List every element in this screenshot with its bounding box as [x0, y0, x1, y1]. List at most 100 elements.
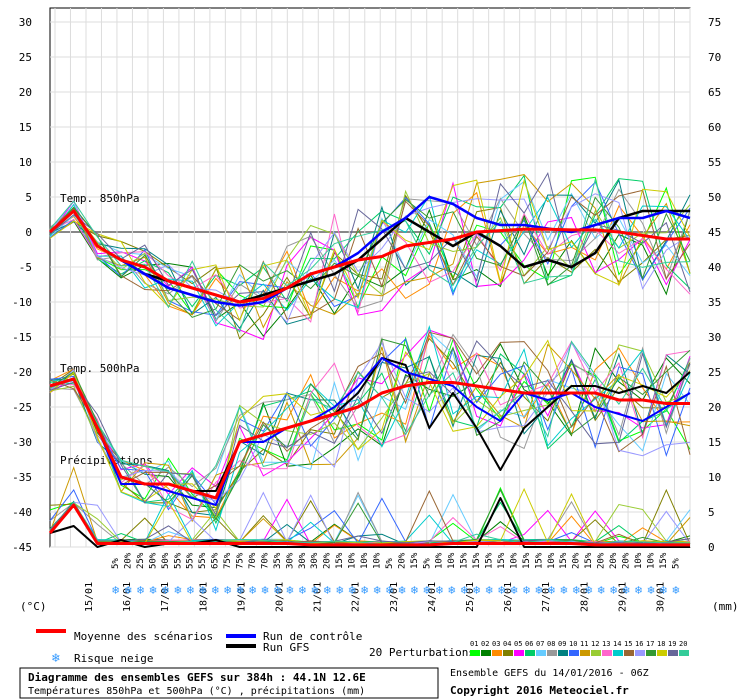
snowflake-icon: ❄ [51, 651, 60, 666]
copyright: Copyright 2016 Meteociel.fr [450, 684, 629, 697]
t500-perturbation-3 [49, 334, 691, 519]
perturbation-number: 10 [569, 640, 577, 648]
t500-perturbation-14 [49, 324, 691, 532]
perturbation-swatch [514, 650, 524, 656]
snow-risk-percent: 20% [609, 552, 619, 569]
right-tick-label: 45 [708, 226, 721, 239]
perturbation-swatch [569, 650, 579, 656]
right-tick-label: 40 [708, 261, 721, 274]
t500-perturbation-4 [49, 337, 691, 513]
perturbation-number: 02 [481, 640, 489, 648]
snowflake-icon: ❄ [573, 583, 580, 597]
snow-risk-percent: 50% [148, 552, 158, 569]
snowflake-icon: ❄ [137, 583, 144, 597]
right-tick-label: 50 [708, 191, 721, 204]
left-axis-unit: (°C) [20, 600, 47, 613]
left-tick-label: -10 [12, 296, 32, 309]
right-tick-label: 75 [708, 16, 721, 29]
date-tick-label: 21/01 [313, 582, 324, 612]
snowflake-icon: ❄ [548, 583, 555, 597]
snowflake-icon: ❄ [224, 583, 231, 597]
left-tick-label: 30 [19, 16, 32, 29]
perturbation-swatch [624, 650, 634, 656]
snowflake-icon: ❄ [124, 583, 131, 597]
perturbation-swatch [646, 650, 656, 656]
right-tick-label: 5 [708, 506, 715, 519]
snowflake-icon: ❄ [436, 583, 443, 597]
right-tick-label: 55 [708, 156, 721, 169]
snow-risk-percent: 15% [472, 552, 482, 569]
t500-perturbation-5 [49, 329, 691, 496]
snow-risk-percent: 15% [522, 552, 532, 569]
t500-control-line [49, 357, 691, 506]
t500-perturbation-13 [49, 329, 691, 521]
snowflake-icon: ❄ [510, 583, 517, 597]
snow-risk-row: 5% ❄ 20% ❄ 25% ❄ 50% ❄ 50% ❄ 55% ❄ 55% ❄ 55% ❄ 65% ❄ 75% ❄ 7… [111, 552, 681, 597]
snowflake-icon: ❄ [660, 583, 667, 597]
right-tick-label: 35 [708, 296, 721, 309]
t500-perturbation-20 [49, 340, 691, 498]
left-tick-label: -25 [12, 401, 32, 414]
snowflake-icon: ❄ [187, 583, 194, 597]
t500-perturbation-11 [49, 343, 691, 523]
perturbation-swatch [525, 650, 535, 656]
snowflake-icon: ❄ [398, 583, 405, 597]
perturbation-swatch [591, 650, 601, 656]
t850-gfs-line [49, 209, 690, 304]
precip-perturbation-5 [49, 498, 691, 545]
perturbation-number: 01 [470, 640, 478, 648]
left-tick-label: 15 [19, 121, 32, 134]
snow-risk-percent: 5% [111, 558, 121, 569]
snow-risk-percent: 10% [634, 552, 644, 569]
snowflake-icon: ❄ [361, 583, 368, 597]
perturbation-swatch [679, 650, 689, 656]
t850-section-label: Temp. 850hPa [60, 192, 139, 205]
left-tick-label: -40 [12, 506, 32, 519]
right-tick-label: 30 [708, 331, 721, 344]
precip-mean-line [48, 503, 690, 547]
snowflake-icon: ❄ [423, 583, 430, 597]
snow-risk-percent: 75% [223, 552, 233, 569]
perturbation-number: 16 [635, 640, 643, 648]
perturbation-number: 08 [547, 640, 555, 648]
snowflake-icon: ❄ [448, 583, 455, 597]
snow-risk-percent: 55% [173, 552, 183, 569]
t850-perturbation-1 [49, 176, 691, 315]
snowflake-icon: ❄ [112, 583, 119, 597]
right-axis-unit: (mm) [712, 600, 739, 613]
perturbation-swatch [668, 650, 678, 656]
snowflake-icon: ❄ [647, 583, 654, 597]
date-tick-label: 23/01 [389, 582, 400, 612]
date-axis-ticks: 15/01 16/01 17/01 18/01 19/01 20/01 21/01 22/01… [84, 582, 667, 612]
snow-risk-percent: 20% [323, 552, 333, 569]
t850-perturbation-14 [49, 194, 691, 327]
snowflake-icon: ❄ [535, 583, 542, 597]
right-tick-label: 60 [708, 121, 721, 134]
left-tick-label: -15 [12, 331, 32, 344]
perturbation-swatch [613, 650, 623, 656]
perturbation-number: 07 [536, 640, 544, 648]
date-tick-label: 17/01 [160, 582, 171, 612]
legend-mean-label: Moyenne des scénarios [74, 630, 213, 643]
snow-risk-percent: 65% [211, 552, 221, 569]
right-tick-label: 70 [708, 51, 721, 64]
snow-risk-percent: 25% [136, 552, 146, 569]
t850-perturbation-8 [49, 188, 691, 323]
date-tick-label: 28/01 [579, 582, 590, 612]
perturbation-swatch [492, 650, 502, 656]
t850-mean-line [49, 209, 690, 304]
perturbation-swatch [470, 650, 480, 656]
snow-risk-percent: 10% [646, 552, 656, 569]
snow-risk-percent: 20% [123, 552, 133, 569]
perturbation-swatch [536, 650, 546, 656]
perturbation-swatches: 01 02 03 04 05 06 07 08 09 10 11 12 13 14 15 16 17 18 19 20 [470, 640, 689, 656]
date-tick-label: 15/01 [84, 582, 95, 612]
date-tick-label: 16/01 [122, 582, 133, 612]
perturbation-swatch [635, 650, 645, 656]
snow-risk-percent: 15% [460, 552, 470, 569]
precip-gfs-line [49, 497, 690, 548]
precip-perturbation-17 [49, 488, 690, 546]
snow-risk-percent: 10% [547, 552, 557, 569]
date-tick-label: 29/01 [617, 582, 628, 612]
